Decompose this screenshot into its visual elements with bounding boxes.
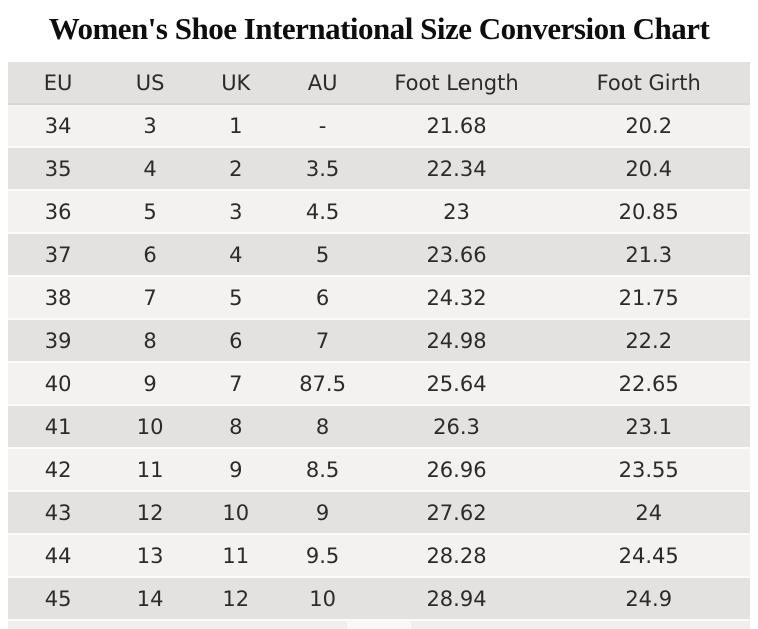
column-header-uk: UK: [192, 62, 280, 105]
column-header-au: AU: [279, 62, 366, 105]
cell: 10: [192, 491, 280, 535]
cell: 28.94: [365, 577, 548, 621]
cell: 2: [192, 147, 280, 191]
cell: 22.2: [547, 319, 750, 363]
cell: 10: [108, 405, 192, 449]
cell: 4: [108, 147, 192, 191]
table-body: 34 3 1-21.68 20.2 35 4 2 3.5 22.34 20.4 36 5 3 4.5 23 2…: [8, 104, 750, 621]
cell: 44: [8, 534, 109, 578]
cell: 3: [108, 104, 192, 148]
cell: 87.5: [279, 362, 366, 406]
column-header-eu: EU: [8, 62, 109, 105]
cell: 13: [108, 534, 192, 578]
cell: 24.9: [547, 577, 750, 621]
cell: 9: [192, 448, 280, 492]
cell: 5: [108, 190, 192, 234]
cell: 20.85: [547, 190, 750, 234]
cell: 24.32: [365, 276, 548, 320]
column-header-foot-length: Foot Length: [365, 62, 548, 105]
cell: 3.5: [279, 147, 366, 191]
cell: 21.3: [547, 233, 750, 277]
cell: 35: [8, 147, 109, 191]
cell: 24.45: [547, 534, 750, 578]
cell: 11: [108, 448, 192, 492]
cell: 23: [365, 190, 548, 234]
cell: 41: [8, 405, 109, 449]
cell: 7: [192, 362, 280, 406]
table-row: 44 13 11 9.5 28.28 24.45: [8, 534, 750, 578]
cell: 7: [108, 276, 192, 320]
cell: 8: [279, 405, 366, 449]
cell: 12: [108, 491, 192, 535]
cell: 43: [8, 491, 109, 535]
cell: 5: [279, 233, 366, 277]
table-header-row: EU US UK AU Foot Length Foot Girth: [8, 62, 750, 105]
column-header-foot-girth: Foot Girth: [547, 62, 750, 105]
cell: 1: [192, 104, 280, 148]
cell: 38: [8, 276, 109, 320]
cell: 26.3: [365, 405, 548, 449]
cell: 28.28: [365, 534, 548, 578]
cell: 25.64: [365, 362, 548, 406]
cell: 10: [279, 577, 366, 621]
cell: 4: [192, 233, 280, 277]
cell: 12: [192, 577, 280, 621]
cell: 7: [279, 319, 366, 363]
table-row: 41 10 8 8 26.3 23.1: [8, 405, 750, 449]
cell: 9: [108, 362, 192, 406]
bottom-strip: [8, 621, 750, 629]
table-row: 43 12 10 9 27.62 24: [8, 491, 750, 535]
size-conversion-table-wrap: EU US UK AU Foot Length Foot Girth 34 3 1-…: [8, 62, 750, 621]
cell: 22.65: [547, 362, 750, 406]
cell: 37: [8, 233, 109, 277]
cell: -: [279, 104, 366, 148]
cell: 11: [192, 534, 280, 578]
cell: 22.34: [365, 147, 548, 191]
cell: 6: [108, 233, 192, 277]
cell: 42: [8, 448, 109, 492]
cell: 3: [192, 190, 280, 234]
cell: 4.5: [279, 190, 366, 234]
table-row: 36 5 3 4.5 23 20.85: [8, 190, 750, 234]
cell: 20.4: [547, 147, 750, 191]
page-title: Women's Shoe International Size Conversi…: [48, 11, 710, 46]
bottom-strip-highlight: [347, 621, 411, 629]
cell: 36: [8, 190, 109, 234]
cell: 23.55: [547, 448, 750, 492]
cell: 9: [279, 491, 366, 535]
table-row: 39 8 6 7 24.98 22.2: [8, 319, 750, 363]
cell: 5: [192, 276, 280, 320]
table-row: 37 6 4 5 23.66 21.3: [8, 233, 750, 277]
cell: 24: [547, 491, 750, 535]
cell: 40: [8, 362, 109, 406]
table-row: 38 7 5 6 24.32 21.75: [8, 276, 750, 320]
table-row: 40 9 7 87.5 25.64 22.65: [8, 362, 750, 406]
column-header-us: US: [108, 62, 192, 105]
table-row: 42 11 9 8.5 26.96 23.55: [8, 448, 750, 492]
cell: 6: [192, 319, 280, 363]
cell: 14: [108, 577, 192, 621]
cell: 21.68: [365, 104, 548, 148]
cell: 26.96: [365, 448, 548, 492]
cell: 27.62: [365, 491, 548, 535]
cell: 8.5: [279, 448, 366, 492]
size-conversion-table: EU US UK AU Foot Length Foot Girth 34 3 1-…: [8, 62, 750, 621]
cell: 39: [8, 319, 109, 363]
cell: 21.75: [547, 276, 750, 320]
cell: 6: [279, 276, 366, 320]
cell: 34: [8, 104, 109, 148]
cell: 20.2: [547, 104, 750, 148]
cell: 23.66: [365, 233, 548, 277]
cell: 24.98: [365, 319, 548, 363]
table-row: 45 14 12 10 28.94 24.9: [8, 577, 750, 621]
cell: 23.1: [547, 405, 750, 449]
table-row: 35 4 2 3.5 22.34 20.4: [8, 147, 750, 191]
cell: 8: [192, 405, 280, 449]
table-row: 34 3 1-21.68 20.2: [8, 104, 750, 148]
cell: 45: [8, 577, 109, 621]
cell: 9.5: [279, 534, 366, 578]
cell: 8: [108, 319, 192, 363]
